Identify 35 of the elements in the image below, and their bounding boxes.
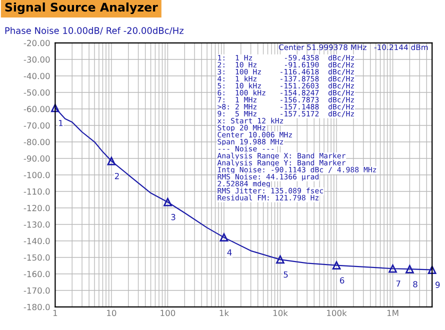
annotation: 4 <box>227 249 232 256</box>
y-tick-label: -90.00 <box>24 155 50 162</box>
annotation: 6 <box>340 277 344 284</box>
y-tick-label: -20.00 <box>24 40 50 46</box>
annotation: 9 <box>436 282 440 288</box>
y-tick-label: -110.0 <box>24 188 50 195</box>
annotation: 7 <box>396 280 400 287</box>
annotation: 2 <box>114 172 119 180</box>
annotation: 5 <box>284 271 288 278</box>
y-tick-label: -50.00 <box>24 89 50 96</box>
y-tick-label: -100.0 <box>24 172 50 178</box>
y-tick-label: -140.0 <box>24 238 50 244</box>
annotation: 1 <box>59 120 63 126</box>
x-tick-label: 10k <box>273 310 288 316</box>
y-tick-label: -180.0 <box>24 304 50 310</box>
x-tick-label: 100k <box>327 310 347 316</box>
y-tick-label: -30.00 <box>24 56 50 63</box>
y-tick-label: -160.0 <box>24 270 50 278</box>
x-tick-label: 1M <box>387 310 398 316</box>
y-tick-label: -60.00 <box>24 106 50 112</box>
chart-title: Signal Source Analyzer <box>5 2 158 14</box>
y-tick-label: -120.0 <box>24 204 50 212</box>
x-tick-label: 100 <box>160 310 176 316</box>
x-tick-label: 1 <box>53 310 58 316</box>
x-tick-label: 1k <box>220 310 230 316</box>
y-tick-label: -80.00 <box>24 138 50 146</box>
y-tick-label: -70.00 <box>24 122 50 129</box>
annotation: 8 <box>413 281 418 288</box>
annotation: 3 <box>171 214 176 220</box>
y-tick-label: -150.0 <box>24 254 50 261</box>
x-tick-label: 10 <box>107 310 116 316</box>
chart-subtitle: Phase Noise 10.00dB/ Ref -20.00dBc/Hz <box>5 26 184 35</box>
y-tick-label: -130.0 <box>24 221 50 228</box>
y-tick-label: -40.00 <box>24 72 50 80</box>
y-tick-label: -170.0 <box>24 287 50 294</box>
